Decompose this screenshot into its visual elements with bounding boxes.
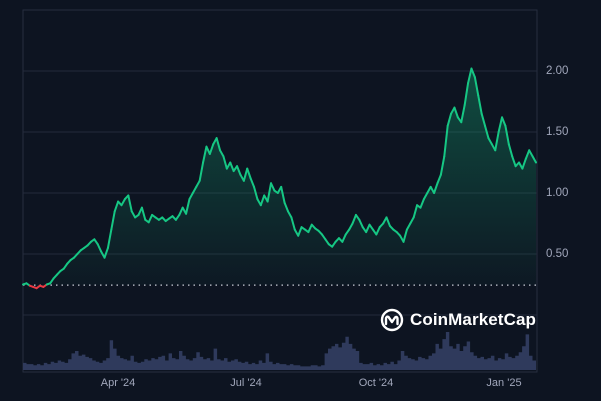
- coinmarketcap-logo: CoinMarketCap: [380, 308, 536, 332]
- price-area-fill: [23, 68, 536, 289]
- y-tick-label: 1.50: [546, 126, 569, 138]
- volume-bars: [23, 332, 536, 370]
- y-tick-label: 2.00: [546, 65, 569, 77]
- x-tick-label: Apr '24: [100, 377, 136, 389]
- x-tick-label: Jul '24: [230, 377, 262, 389]
- coinmarketcap-icon: [380, 308, 404, 332]
- y-tick-label: 1.00: [546, 187, 569, 199]
- x-tick-label: Jan '25: [486, 377, 522, 389]
- price-line: [22, 67, 537, 290]
- x-tick-label: Oct '24: [358, 377, 394, 389]
- logo-text: CoinMarketCap: [410, 310, 536, 329]
- plot-border: [22, 9, 538, 373]
- y-tick-label: 0.50: [546, 248, 569, 260]
